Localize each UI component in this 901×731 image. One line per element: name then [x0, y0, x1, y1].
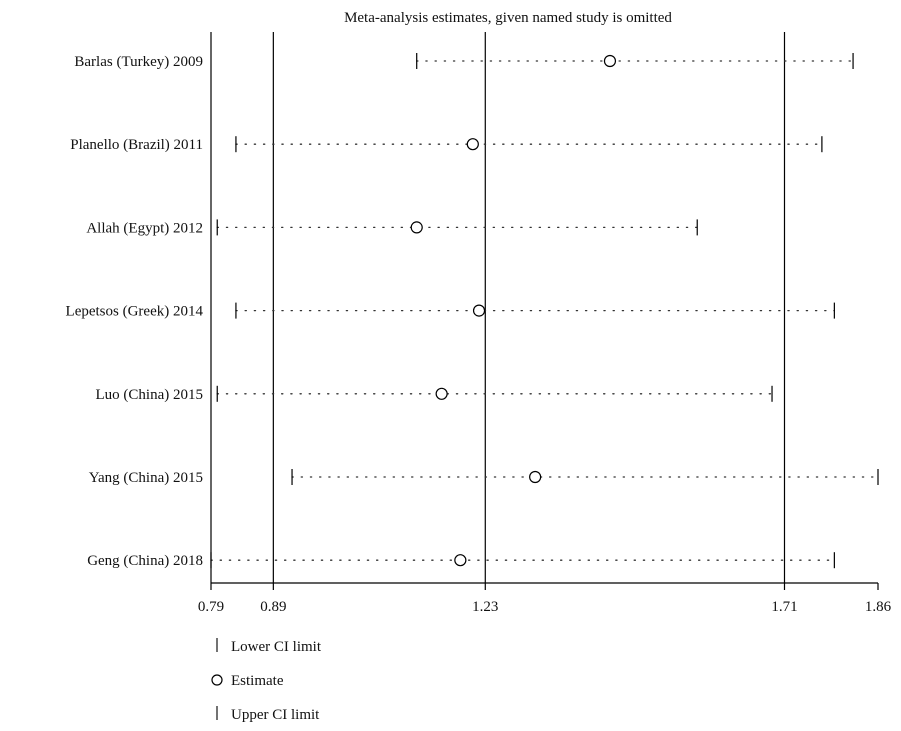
- study-label: Lepetsos (Greek) 2014: [66, 304, 204, 320]
- study-label: Yang (China) 2015: [89, 470, 203, 486]
- legend-label: Lower CI limit: [231, 639, 322, 655]
- estimate-marker: [466, 138, 479, 151]
- study-label: Barlas (Turkey) 2009: [74, 54, 203, 70]
- x-tick-label: 0.79: [198, 599, 224, 615]
- x-tick-label: 0.89: [260, 599, 286, 615]
- study-label: Planello (Brazil) 2011: [70, 137, 203, 153]
- estimate-marker: [435, 387, 448, 400]
- legend-estimate-symbol: [211, 674, 223, 686]
- estimate-marker: [454, 554, 467, 567]
- study-label: Geng (China) 2018: [87, 553, 203, 569]
- x-tick-label: 1.71: [771, 599, 797, 615]
- legend-label: Estimate: [231, 673, 284, 689]
- legend-label: Upper CI limit: [231, 707, 320, 723]
- plot-area: 0.79 0.89 1.23 1.71 1.86 Barlas (Turkey) 2009…: [66, 32, 892, 615]
- study-label: Allah (Egypt) 2012: [86, 220, 203, 236]
- estimate-marker: [529, 470, 542, 484]
- chart-title: Meta-analysis estimates, given named stu…: [344, 10, 672, 26]
- x-tick-label: 1.23: [472, 599, 498, 615]
- legend: Lower CI limit Estimate Upper CI limit: [211, 638, 322, 723]
- study-label: Luo (China) 2015: [96, 387, 203, 403]
- estimate-marker: [410, 221, 423, 234]
- estimate-marker: [472, 304, 486, 317]
- x-tick-label: 1.86: [865, 599, 892, 615]
- estimate-marker: [603, 54, 617, 68]
